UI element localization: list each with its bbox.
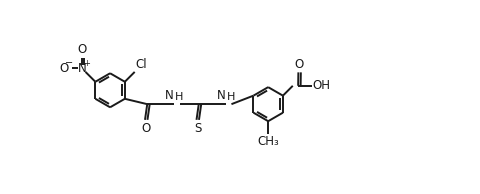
- Text: +: +: [83, 59, 90, 68]
- Text: S: S: [194, 122, 202, 135]
- Text: H: H: [175, 92, 183, 102]
- Text: N: N: [165, 89, 174, 102]
- Text: CH₃: CH₃: [257, 135, 279, 148]
- Text: −: −: [65, 58, 73, 68]
- Text: N: N: [216, 89, 225, 102]
- Text: O: O: [77, 43, 86, 56]
- Text: N: N: [78, 62, 86, 75]
- Text: H: H: [227, 92, 235, 102]
- Text: OH: OH: [312, 79, 331, 92]
- Text: O: O: [295, 58, 304, 71]
- Text: Cl: Cl: [135, 58, 147, 71]
- Text: O: O: [60, 62, 69, 75]
- Text: O: O: [142, 122, 151, 135]
